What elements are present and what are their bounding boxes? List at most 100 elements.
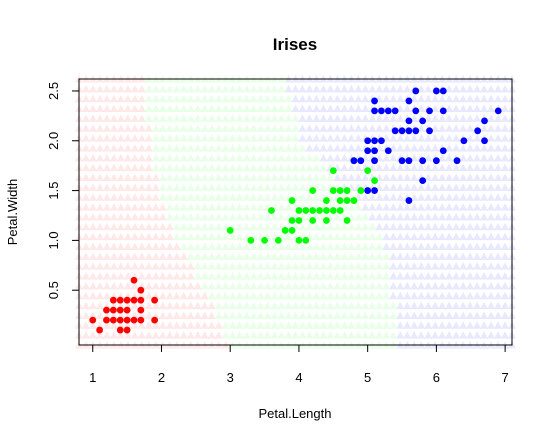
- region-grid-marker: [417, 193, 425, 201]
- region-grid-marker: [236, 213, 244, 221]
- region-grid-marker: [501, 272, 509, 280]
- region-grid-marker: [159, 223, 167, 231]
- region-grid-marker: [222, 272, 230, 280]
- region-grid-marker: [152, 203, 160, 211]
- region-grid-marker: [96, 124, 104, 132]
- region-grid-marker: [271, 223, 279, 231]
- region-grid-marker: [389, 242, 397, 250]
- region-grid-marker: [396, 134, 404, 142]
- region-grid-marker: [208, 124, 216, 132]
- region-grid-marker: [236, 95, 244, 103]
- region-grid-marker: [285, 292, 293, 300]
- region-grid-marker: [215, 114, 223, 122]
- region-grid-marker: [257, 292, 265, 300]
- region-grid-marker: [194, 272, 202, 280]
- region-grid-marker: [480, 183, 488, 191]
- region-grid-marker: [82, 262, 90, 270]
- region-grid-marker: [145, 311, 153, 319]
- y-axis: 0.51.01.52.02.5: [46, 82, 79, 299]
- region-grid-marker: [361, 223, 369, 231]
- region-grid-marker: [271, 292, 279, 300]
- region-grid-marker: [194, 223, 202, 231]
- region-grid-marker: [159, 164, 167, 172]
- region-grid-marker: [194, 154, 202, 162]
- region-grid-marker: [375, 85, 383, 93]
- region-grid-marker: [236, 331, 244, 339]
- region-grid-marker: [424, 134, 432, 142]
- region-grid-marker: [278, 213, 286, 221]
- region-grid-marker: [319, 262, 327, 270]
- region-grid-marker: [438, 282, 446, 290]
- region-grid-marker: [222, 233, 230, 241]
- region-grid-marker: [96, 242, 104, 250]
- region-grid-marker: [382, 272, 390, 280]
- region-grid-marker: [312, 242, 320, 250]
- region-grid-marker: [403, 223, 411, 231]
- region-grid-marker: [208, 95, 216, 103]
- region-grid-marker: [152, 174, 160, 182]
- region-grid-marker: [333, 302, 341, 310]
- data-point: [289, 197, 296, 204]
- region-grid-marker: [312, 174, 320, 182]
- region-grid-marker: [145, 134, 153, 142]
- region-grid-marker: [166, 203, 174, 211]
- data-point: [110, 307, 117, 314]
- region-grid-marker: [445, 331, 453, 339]
- region-grid-marker: [117, 233, 125, 241]
- region-grid-marker: [340, 292, 348, 300]
- region-grid-marker: [236, 85, 244, 93]
- region-grid-marker: [145, 144, 153, 152]
- region-grid-marker: [82, 282, 90, 290]
- region-grid-marker: [459, 321, 467, 329]
- region-grid-marker: [417, 262, 425, 270]
- region-grid-marker: [305, 292, 313, 300]
- region-grid-marker: [243, 203, 251, 211]
- region-grid-marker: [292, 134, 300, 142]
- region-grid-marker: [201, 124, 209, 132]
- region-grid-marker: [110, 252, 118, 260]
- region-grid-marker: [187, 213, 195, 221]
- region-grid-marker: [445, 292, 453, 300]
- region-grid-marker: [257, 311, 265, 319]
- y-tick-label: 1.5: [46, 182, 61, 200]
- region-grid-marker: [347, 134, 355, 142]
- data-point: [385, 107, 392, 114]
- region-grid-marker: [110, 95, 118, 103]
- region-grid-marker: [452, 193, 460, 201]
- region-grid-marker: [138, 272, 146, 280]
- data-point: [433, 88, 440, 95]
- region-grid-marker: [326, 272, 334, 280]
- region-grid-marker: [138, 193, 146, 201]
- region-grid-marker: [152, 114, 160, 122]
- region-grid-marker: [103, 124, 111, 132]
- region-grid-marker: [180, 331, 188, 339]
- region-grid-marker: [354, 292, 362, 300]
- region-grid-marker: [117, 85, 125, 93]
- region-grid-marker: [326, 302, 334, 310]
- region-grid-marker: [368, 203, 376, 211]
- region-grid-marker: [431, 134, 439, 142]
- region-grid-marker: [229, 331, 237, 339]
- region-grid-marker: [445, 223, 453, 231]
- region-grid-marker: [298, 85, 306, 93]
- region-grid-marker: [410, 183, 418, 191]
- region-grid-marker: [208, 144, 216, 152]
- region-grid-marker: [96, 223, 104, 231]
- region-grid-marker: [382, 292, 390, 300]
- region-grid-marker: [250, 105, 258, 113]
- region-grid-marker: [285, 321, 293, 329]
- region-grid-marker: [333, 311, 341, 319]
- region-grid-marker: [298, 331, 306, 339]
- data-point: [227, 227, 234, 234]
- region-grid-marker: [438, 331, 446, 339]
- data-point: [419, 177, 426, 184]
- region-grid-marker: [466, 282, 474, 290]
- region-grid-marker: [403, 311, 411, 319]
- data-point: [337, 207, 344, 214]
- data-point: [323, 197, 330, 204]
- region-grid-marker: [82, 193, 90, 201]
- region-grid-marker: [187, 164, 195, 172]
- region-grid-marker: [180, 85, 188, 93]
- region-grid-marker: [180, 95, 188, 103]
- region-grid-marker: [131, 95, 139, 103]
